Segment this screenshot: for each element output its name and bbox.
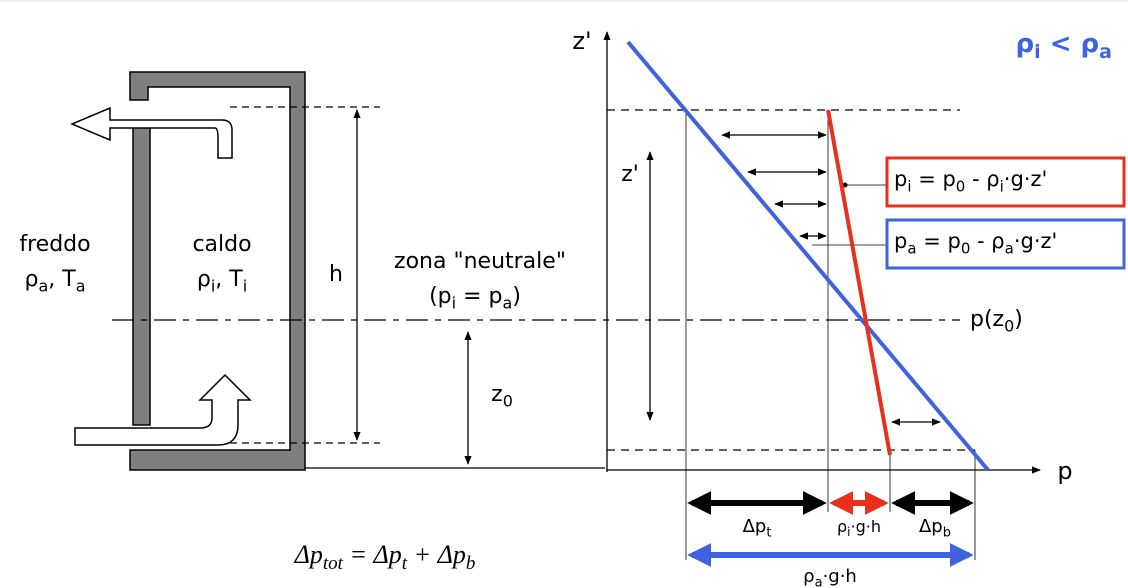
text-part: < ρ [1041, 29, 1100, 59]
text-part: ρ [1016, 29, 1035, 59]
text-part: ·g·h [823, 566, 857, 587]
bottom-arrows [687, 491, 974, 567]
text-part: = p [912, 167, 956, 191]
text-part: ·g·z' [1014, 229, 1057, 253]
axis-p: p [1057, 457, 1072, 485]
subscript: b [466, 553, 476, 574]
subscript: a [503, 293, 513, 312]
text-part: ρ [837, 517, 847, 536]
text-part: ·g·h [851, 517, 881, 536]
point [842, 182, 848, 188]
rho-a-gh: ρa·g·h [803, 566, 857, 588]
text-part: ρ [24, 267, 38, 292]
relation: ρi < ρa [1016, 29, 1112, 63]
subscript: a [1005, 239, 1014, 257]
text-part: p [894, 167, 907, 191]
text-part: = p [456, 284, 502, 309]
text-part: z [491, 382, 503, 407]
outflow-arrow [70, 106, 233, 159]
subscript: i [243, 276, 247, 295]
dims [112, 31, 1041, 560]
axis-z: z' [572, 27, 591, 55]
subscript: 0 [956, 177, 966, 195]
text-part: ρ [197, 267, 211, 292]
z-inner: z' [621, 162, 639, 187]
subscript: a [815, 575, 823, 588]
text-part: Δp [743, 516, 767, 537]
inside-pressure-line [826, 109, 892, 456]
text-part: = p [917, 229, 961, 253]
subscript: i [452, 293, 456, 312]
cold-props: ρa, Ta [24, 267, 85, 295]
subscript: a [1099, 40, 1112, 62]
text-part: p [894, 229, 907, 253]
z0: z0 [491, 382, 513, 410]
subscript: 0 [961, 239, 971, 257]
text-part: ·g·z' [1004, 167, 1047, 191]
text-part: ) [1014, 307, 1023, 332]
text-part: - ρ [965, 167, 999, 191]
hot-name: caldo [192, 232, 251, 257]
text-part: ρ [803, 566, 814, 587]
subscript: a [907, 239, 916, 257]
text-part: = Δp [343, 540, 402, 569]
inflow-arrow [74, 373, 252, 446]
subscript: b [943, 525, 951, 540]
subscript: 0 [1004, 316, 1014, 335]
height: h [329, 262, 343, 287]
subscript: i [1034, 40, 1041, 62]
text-part: Δp [294, 540, 323, 569]
neutral-cond: (pi = pa) [429, 284, 521, 312]
subscript: a [76, 276, 86, 295]
subscript: 0 [503, 391, 513, 410]
dp-b: Δpb [919, 516, 951, 540]
text-part: - ρ [970, 229, 1004, 253]
text-part: , T [215, 267, 243, 292]
subscript: tot [323, 553, 344, 574]
hot-props: ρi, Ti [197, 267, 247, 295]
p-z0: p(z0) [970, 307, 1023, 335]
text-part: Δp [919, 516, 943, 537]
inside-box [885, 156, 1126, 208]
pi-eq: pi = p0 - ρi·g·z' [894, 167, 1047, 195]
neutral-name: zona "neutrale" [394, 249, 566, 274]
text-part: ) [512, 284, 521, 309]
text-part: , T [48, 267, 76, 292]
subscript: t [402, 553, 408, 574]
text-part: p(z [970, 307, 1004, 332]
subscript: i [907, 177, 911, 195]
rho-i-gh: ρi·g·h [837, 517, 881, 539]
text-part: + Δp [407, 540, 466, 569]
outside-pressure-line [626, 40, 990, 472]
subscript: a [38, 276, 48, 295]
cold-name: freddo [19, 232, 90, 257]
dp-t: Δpt [743, 516, 772, 540]
subscript: i [211, 276, 215, 295]
outside-box [885, 218, 1126, 270]
subscript: i [1000, 177, 1004, 195]
pa-eq: pa = p0 - ρa·g·z' [894, 229, 1057, 257]
formula: Δptot = Δpt + Δpb [294, 540, 476, 574]
subscript: t [766, 525, 771, 540]
text-part: (p [429, 284, 452, 309]
subscript: i [847, 524, 850, 538]
